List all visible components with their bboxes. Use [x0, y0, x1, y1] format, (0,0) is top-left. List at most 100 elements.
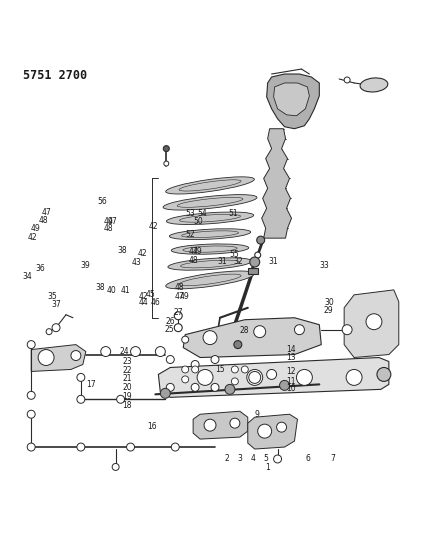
Text: 48: 48: [38, 216, 48, 225]
Text: 38: 38: [95, 283, 105, 292]
Text: 23: 23: [122, 358, 132, 367]
Text: 18: 18: [122, 401, 131, 410]
Text: 54: 54: [197, 209, 207, 218]
Text: 53: 53: [186, 209, 196, 218]
Text: 49: 49: [193, 247, 203, 256]
Text: 35: 35: [48, 292, 57, 301]
Ellipse shape: [163, 195, 257, 210]
Text: 14: 14: [286, 345, 295, 354]
Text: 48: 48: [189, 256, 199, 265]
Circle shape: [232, 378, 238, 385]
Circle shape: [131, 346, 140, 357]
Circle shape: [191, 383, 199, 391]
Text: 38: 38: [118, 246, 128, 255]
Polygon shape: [248, 414, 297, 449]
Text: 19: 19: [122, 392, 132, 401]
Text: 28: 28: [240, 326, 250, 335]
Text: 34: 34: [22, 271, 32, 280]
Circle shape: [230, 418, 240, 428]
Circle shape: [211, 383, 219, 391]
Circle shape: [344, 77, 350, 83]
Text: 47: 47: [108, 217, 118, 226]
Text: 47: 47: [41, 208, 51, 217]
Circle shape: [203, 330, 217, 345]
Text: 6: 6: [305, 454, 310, 463]
Circle shape: [250, 257, 260, 267]
Text: 36: 36: [36, 264, 45, 272]
Circle shape: [27, 391, 35, 399]
Text: 24: 24: [120, 347, 130, 356]
Circle shape: [127, 443, 134, 451]
Circle shape: [117, 395, 125, 403]
Circle shape: [342, 325, 352, 335]
Circle shape: [155, 346, 165, 357]
Circle shape: [174, 324, 182, 332]
Text: 32: 32: [234, 257, 244, 265]
Circle shape: [247, 369, 263, 385]
Text: 42: 42: [149, 222, 158, 231]
Circle shape: [191, 360, 199, 368]
Text: 25: 25: [164, 325, 174, 334]
Circle shape: [182, 376, 189, 383]
Text: 41: 41: [121, 286, 131, 295]
Text: 50: 50: [193, 217, 203, 226]
Text: 4: 4: [251, 454, 256, 463]
Circle shape: [297, 369, 312, 385]
Polygon shape: [183, 318, 321, 358]
Ellipse shape: [169, 229, 251, 239]
Circle shape: [294, 325, 304, 335]
Text: 9: 9: [254, 410, 259, 419]
Text: 10: 10: [286, 384, 295, 393]
Polygon shape: [158, 358, 389, 397]
Circle shape: [171, 443, 179, 451]
Text: 42: 42: [138, 292, 148, 301]
Text: 31: 31: [218, 257, 227, 265]
Ellipse shape: [166, 212, 254, 224]
Text: 33: 33: [320, 261, 330, 270]
Text: 21: 21: [122, 374, 131, 383]
Circle shape: [77, 443, 85, 451]
Circle shape: [77, 395, 85, 403]
Text: 15: 15: [216, 366, 225, 374]
Text: 30: 30: [324, 298, 334, 307]
Circle shape: [279, 381, 289, 390]
Text: 44: 44: [139, 297, 148, 306]
Circle shape: [166, 356, 174, 364]
Text: 20: 20: [122, 383, 132, 392]
Circle shape: [164, 161, 169, 166]
Text: 49: 49: [30, 224, 40, 233]
Polygon shape: [31, 345, 86, 372]
Polygon shape: [267, 74, 319, 129]
Text: 49: 49: [104, 217, 113, 226]
Text: 40: 40: [106, 286, 116, 295]
Circle shape: [346, 369, 362, 385]
Circle shape: [276, 422, 286, 432]
Circle shape: [255, 252, 261, 258]
Ellipse shape: [166, 271, 254, 289]
Text: 46: 46: [151, 297, 160, 306]
Circle shape: [211, 356, 219, 364]
Circle shape: [182, 336, 189, 343]
Text: 56: 56: [98, 197, 107, 206]
Text: 22: 22: [122, 366, 131, 375]
Circle shape: [267, 369, 276, 379]
Text: 42: 42: [138, 249, 147, 258]
Text: 48: 48: [174, 283, 184, 292]
Circle shape: [204, 419, 216, 431]
Text: 5: 5: [264, 454, 268, 463]
Text: 12: 12: [286, 367, 295, 376]
Polygon shape: [262, 129, 291, 238]
Text: 52: 52: [186, 230, 196, 239]
Text: 51: 51: [228, 209, 238, 218]
Text: 42: 42: [27, 233, 37, 242]
Circle shape: [27, 443, 35, 451]
Text: 55: 55: [229, 250, 239, 259]
Text: 13: 13: [286, 353, 295, 362]
Circle shape: [27, 410, 35, 418]
Circle shape: [38, 350, 54, 366]
Text: 31: 31: [269, 257, 278, 265]
Text: 49: 49: [179, 292, 189, 301]
Circle shape: [273, 455, 282, 463]
Text: 47: 47: [174, 292, 184, 301]
Circle shape: [71, 351, 81, 360]
